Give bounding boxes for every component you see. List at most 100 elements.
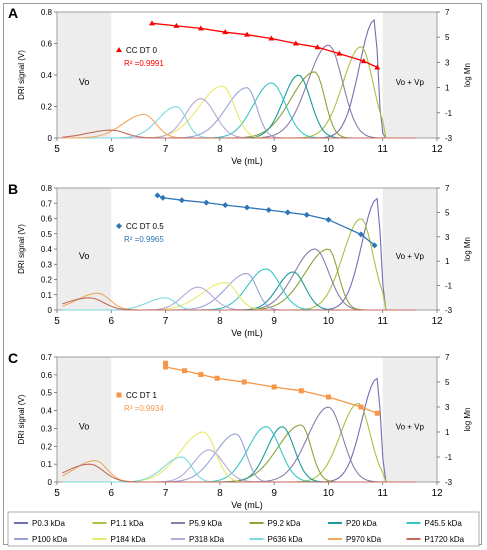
calibration-point bbox=[265, 206, 272, 213]
elution-curve bbox=[62, 197, 416, 311]
calibration-legend-label: CC DT 0 bbox=[126, 46, 158, 55]
calibration-point bbox=[222, 29, 229, 35]
y2-tick-label: 3 bbox=[445, 403, 450, 412]
legend-item: P5.9 kDa bbox=[171, 519, 222, 528]
y-tick-label: 0.2 bbox=[41, 103, 53, 112]
legend-item: P45.5 kDa bbox=[406, 519, 463, 528]
elution-curve bbox=[62, 18, 416, 139]
calibration-point bbox=[241, 379, 247, 385]
calibration-series bbox=[163, 360, 380, 416]
total-volume-label: Vo + Vp bbox=[396, 78, 425, 87]
plot-area bbox=[56, 356, 438, 483]
y2-tick-label: -1 bbox=[445, 453, 453, 462]
panel-letter: B bbox=[8, 181, 18, 197]
legend-item: P100 kDa bbox=[14, 535, 68, 544]
calibration-legend-marker bbox=[116, 47, 122, 52]
y-tick-label: 0.6 bbox=[41, 215, 53, 224]
x-axis-label: Ve (mL) bbox=[231, 500, 263, 510]
y-tick-label: 0.2 bbox=[41, 442, 53, 451]
calibration-point bbox=[336, 50, 343, 56]
y2-tick-label: -3 bbox=[445, 134, 453, 143]
y-axis-label: DRI signal (V) bbox=[17, 50, 26, 100]
elution-curve bbox=[62, 248, 416, 311]
void-volume-label: Vo bbox=[79, 77, 90, 87]
x-tick-label: 10 bbox=[323, 144, 335, 155]
y2-tick-label: 1 bbox=[445, 428, 450, 437]
legend-label: P100 kDa bbox=[32, 535, 68, 544]
calibration-point bbox=[314, 44, 321, 50]
elution-curve bbox=[62, 433, 416, 483]
calibration-fit-line bbox=[157, 194, 376, 246]
chart-panel-B: 5 6 7 8 9 10 11 12 0 0.1 0.2 0.3 0.4 0.5 0.6 0.7 0.8 -3 -1… bbox=[8, 181, 472, 338]
x-tick-label: 6 bbox=[109, 144, 115, 155]
calibration-point bbox=[374, 64, 381, 70]
x-tick-label: 12 bbox=[431, 144, 443, 155]
y2-axis-label: log Mn bbox=[463, 237, 472, 261]
chart-panel-C: 5 6 7 8 9 10 11 12 0 0.1 0.2 0.3 0.4 0.5 0.6 0.7 -3 -1 1 3 5… bbox=[8, 350, 472, 510]
calibration-point bbox=[178, 197, 185, 204]
calibration-point bbox=[154, 192, 161, 199]
y2-tick-label: -3 bbox=[445, 478, 453, 487]
y2-tick-label: 5 bbox=[445, 208, 450, 217]
legend-item: P0.3 kDa bbox=[14, 519, 65, 528]
calibration-legend-marker bbox=[116, 223, 122, 229]
legend-item: P184 kDa bbox=[92, 535, 147, 544]
calibration-point bbox=[374, 410, 380, 416]
calibration-legend-label: CC DT 0.5 bbox=[126, 222, 164, 231]
x-tick-label: 11 bbox=[378, 316, 389, 327]
chart-panel-A: 5 6 7 8 9 10 11 12 0 0.2 0.4 0.6 0.8 -3 -1 1 3 5 7 Ve (mL) D… bbox=[8, 5, 472, 166]
calibration-point bbox=[284, 209, 291, 216]
total-volume-label: Vo + Vp bbox=[396, 252, 425, 261]
void-volume-region bbox=[57, 357, 112, 482]
calibration-point bbox=[298, 388, 304, 394]
legend: P0.3 kDa P1.1 kDa P5.9 kDa P9.2 kDa P20 kDa P… bbox=[7, 511, 480, 547]
y-tick-label: 0 bbox=[48, 134, 53, 143]
void-volume-region bbox=[57, 188, 112, 310]
y2-tick-label: -1 bbox=[445, 282, 453, 291]
y-tick-label: 0.6 bbox=[41, 40, 53, 49]
y-tick-label: 0.5 bbox=[41, 230, 53, 239]
y-tick-label: 0.3 bbox=[41, 424, 53, 433]
y-axis-label: DRI signal (V) bbox=[17, 394, 26, 444]
y-tick-label: 0 bbox=[48, 306, 53, 315]
plot-area bbox=[56, 11, 438, 139]
legend-label: P184 kDa bbox=[111, 535, 147, 544]
y2-axis-label: log Mn bbox=[463, 63, 472, 87]
legend-item: P9.2 kDa bbox=[249, 519, 301, 528]
calibration-point bbox=[268, 35, 275, 41]
calibration-r2-label: R² =0.9965 bbox=[124, 235, 164, 244]
x-tick-label: 12 bbox=[431, 488, 443, 499]
panel-letter: C bbox=[8, 350, 18, 366]
calibration-point bbox=[244, 31, 250, 37]
x-tick-label: 9 bbox=[271, 316, 277, 327]
calibration-point bbox=[360, 58, 367, 64]
y-tick-label: 0.8 bbox=[41, 8, 53, 17]
calibration-point bbox=[163, 364, 169, 370]
y-tick-label: 0.1 bbox=[41, 460, 53, 469]
elution-curve bbox=[62, 424, 416, 483]
y-tick-label: 0.4 bbox=[41, 245, 53, 254]
void-volume-label: Vo bbox=[79, 251, 90, 261]
legend-item: P318 kDa bbox=[171, 535, 225, 544]
x-tick-label: 9 bbox=[271, 144, 277, 155]
elution-curve bbox=[62, 286, 416, 311]
legend-label: P45.5 kDa bbox=[425, 519, 463, 528]
elution-curves bbox=[62, 197, 416, 311]
calibration-point bbox=[244, 204, 250, 211]
calibration-point bbox=[197, 25, 204, 31]
x-tick-label: 8 bbox=[217, 488, 223, 499]
x-tick-label: 9 bbox=[271, 488, 277, 499]
calibration-fit-line bbox=[164, 363, 378, 414]
calibration-r2-label: R² =0.9991 bbox=[124, 59, 164, 68]
panel-letter: A bbox=[8, 5, 18, 21]
x-axis-label: Ve (mL) bbox=[231, 328, 263, 338]
legend-box bbox=[7, 511, 480, 547]
calibration-point bbox=[303, 211, 310, 218]
y2-tick-label: 7 bbox=[445, 353, 450, 362]
elution-curves bbox=[62, 377, 416, 483]
calibration-point bbox=[325, 216, 332, 223]
x-axis-label: Ve (mL) bbox=[231, 156, 263, 166]
legend-item: P1720 kDa bbox=[406, 535, 465, 544]
